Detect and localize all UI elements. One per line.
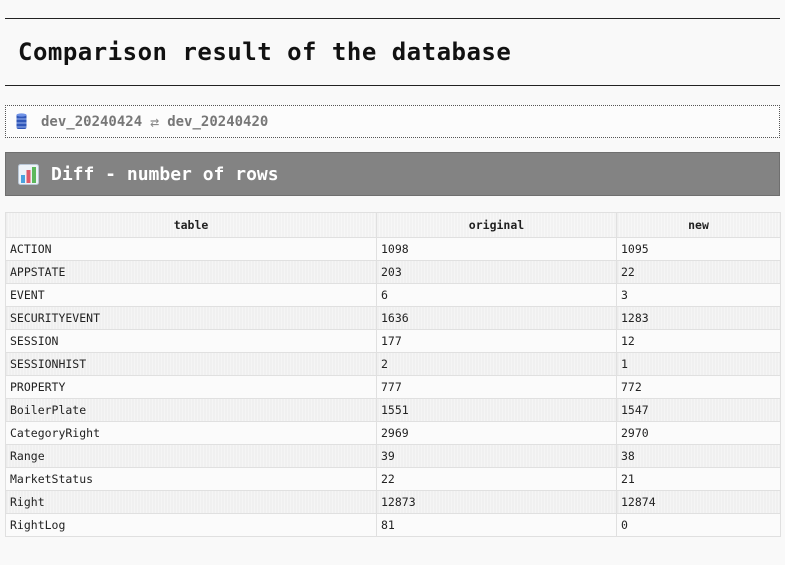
cell-new: 772 (616, 375, 781, 399)
cell-original: 203 (376, 260, 617, 284)
cell-original: 2 (376, 352, 617, 376)
swap-arrows-icon: ⇄ (150, 112, 160, 131)
cell-original: 39 (376, 444, 617, 468)
page: Comparison result of the database dev_20… (5, 18, 781, 537)
table-row: MarketStatus 22 21 (5, 467, 781, 491)
table-header-row: table original new (5, 212, 781, 238)
cell-original: 2969 (376, 421, 617, 445)
table-row: CategoryRight 2969 2970 (5, 421, 781, 445)
table-row: ACTION 1098 1095 (5, 237, 781, 261)
table-row: BoilerPlate 1551 1547 (5, 398, 781, 422)
original-database-name: dev_20240424 (41, 113, 143, 130)
column-header-original: original (376, 212, 617, 238)
cell-original: 1636 (376, 306, 617, 330)
title-block: Comparison result of the database (5, 18, 780, 86)
cell-original: 1098 (376, 237, 617, 261)
table-row: SESSIONHIST 2 1 (5, 352, 781, 376)
table-row: EVENT 6 3 (5, 283, 781, 307)
bar-chart-icon (18, 163, 39, 185)
database-comparison-bar: dev_20240424 ⇄ dev_20240420 (5, 105, 780, 138)
cell-new: 3 (616, 283, 781, 307)
table-row: SECURITYEVENT 1636 1283 (5, 306, 781, 330)
cell-new: 0 (616, 513, 781, 537)
page-title: Comparison result of the database (18, 38, 512, 66)
cell-table-name: BoilerPlate (5, 398, 377, 422)
new-database-name: dev_20240420 (167, 113, 269, 130)
cell-original: 81 (376, 513, 617, 537)
cell-new: 12 (616, 329, 781, 353)
cell-original: 777 (376, 375, 617, 399)
table-row: APPSTATE 203 22 (5, 260, 781, 284)
cell-table-name: Range (5, 444, 377, 468)
table-row: RightLog 81 0 (5, 513, 781, 537)
cell-new: 12874 (616, 490, 781, 514)
cell-table-name: MarketStatus (5, 467, 377, 491)
section-header: Diff - number of rows (5, 152, 780, 196)
cell-new: 1095 (616, 237, 781, 261)
cell-new: 2970 (616, 421, 781, 445)
cell-table-name: SESSION (5, 329, 377, 353)
cell-original: 6 (376, 283, 617, 307)
table-row: SESSION 177 12 (5, 329, 781, 353)
cell-new: 1 (616, 352, 781, 376)
column-header-new: new (616, 212, 781, 238)
cell-original: 12873 (376, 490, 617, 514)
cell-original: 22 (376, 467, 617, 491)
database-icon (16, 113, 27, 130)
section-title: Diff - number of rows (51, 163, 279, 185)
cell-new: 1547 (616, 398, 781, 422)
cell-table-name: RightLog (5, 513, 377, 537)
cell-table-name: SECURITYEVENT (5, 306, 377, 330)
column-header-table: table (5, 212, 377, 238)
cell-original: 1551 (376, 398, 617, 422)
cell-table-name: Right (5, 490, 377, 514)
cell-table-name: SESSIONHIST (5, 352, 377, 376)
cell-table-name: CategoryRight (5, 421, 377, 445)
cell-original: 177 (376, 329, 617, 353)
cell-new: 21 (616, 467, 781, 491)
cell-table-name: ACTION (5, 237, 377, 261)
table-row: Right 12873 12874 (5, 490, 781, 514)
cell-new: 22 (616, 260, 781, 284)
table-row: PROPERTY 777 772 (5, 375, 781, 399)
cell-new: 1283 (616, 306, 781, 330)
cell-new: 38 (616, 444, 781, 468)
row-count-diff-table: table original new ACTION 1098 1095 APPS… (5, 212, 781, 537)
cell-table-name: PROPERTY (5, 375, 377, 399)
table-row: Range 39 38 (5, 444, 781, 468)
cell-table-name: APPSTATE (5, 260, 377, 284)
cell-table-name: EVENT (5, 283, 377, 307)
